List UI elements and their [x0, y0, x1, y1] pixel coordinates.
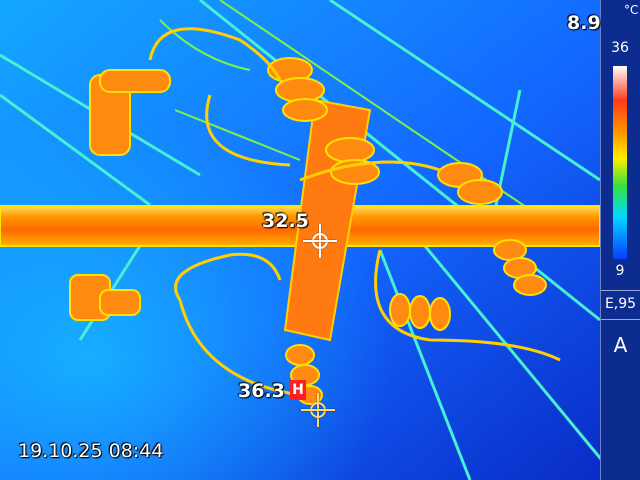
min-temp-reading: 8.9	[567, 12, 601, 34]
unit-label: °C	[624, 3, 639, 17]
max-marker-badge: H	[290, 380, 306, 400]
scale-min-label: 9	[615, 263, 625, 279]
timestamp: 19.10.25 08:44	[18, 440, 164, 462]
insulators	[69, 57, 547, 405]
max-crosshair-icon	[301, 393, 335, 427]
center-spot-temp: 32.5	[262, 210, 309, 232]
mode-label: A	[613, 333, 628, 357]
max-spot-temp: 36.3	[238, 380, 285, 402]
emissivity-box	[601, 290, 640, 320]
scale-max-label: 36	[611, 40, 629, 56]
center-crosshair-icon	[303, 224, 337, 258]
emissivity-label: E,95	[604, 296, 637, 312]
color-scale-bar	[613, 66, 627, 259]
